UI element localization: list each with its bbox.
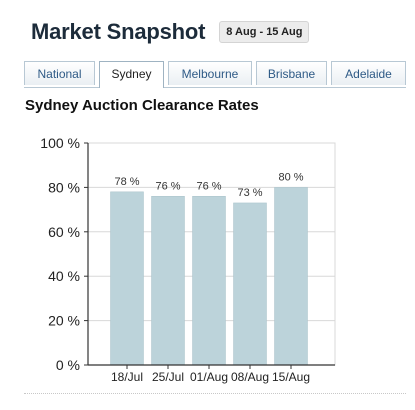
data-label: 80 % bbox=[278, 171, 303, 183]
x-tick-label: 18/Jul bbox=[111, 370, 143, 384]
footer-divider bbox=[24, 393, 406, 394]
header: Market Snapshot 8 Aug - 15 Aug bbox=[31, 19, 310, 45]
data-label: 78 % bbox=[114, 176, 139, 188]
y-tick-label: 80 % bbox=[48, 179, 80, 195]
bar bbox=[151, 196, 185, 366]
bar bbox=[233, 202, 267, 366]
y-tick-label: 20 % bbox=[48, 313, 80, 329]
y-tick-label: 40 % bbox=[48, 268, 80, 284]
tab-adelaide[interactable]: Adelaide bbox=[331, 61, 406, 85]
region-tabs: National Sydney Melbourne Brisbane Adela… bbox=[24, 61, 406, 88]
bar bbox=[110, 191, 144, 366]
y-tick-label: 60 % bbox=[48, 224, 80, 240]
x-tick-label: 01/Aug bbox=[190, 370, 228, 384]
chart-title: Sydney Auction Clearance Rates bbox=[25, 97, 259, 114]
date-range-badge: 8 Aug - 15 Aug bbox=[219, 21, 310, 43]
data-label: 73 % bbox=[237, 187, 262, 199]
data-label: 76 % bbox=[196, 180, 221, 192]
tab-brisbane[interactable]: Brisbane bbox=[256, 61, 327, 85]
x-tick-label: 25/Jul bbox=[152, 370, 184, 384]
data-label: 76 % bbox=[155, 180, 180, 192]
tab-national[interactable]: National bbox=[24, 61, 95, 85]
bar bbox=[274, 187, 308, 366]
y-tick-label: 0 % bbox=[56, 357, 80, 373]
y-tick-label: 100 % bbox=[40, 135, 80, 151]
tab-sydney[interactable]: Sydney bbox=[99, 61, 164, 88]
x-tick-label: 08/Aug bbox=[231, 370, 269, 384]
x-tick-label: 15/Aug bbox=[272, 370, 310, 384]
page-title: Market Snapshot bbox=[31, 19, 206, 44]
tab-melbourne[interactable]: Melbourne bbox=[168, 61, 252, 85]
bar bbox=[192, 196, 226, 366]
